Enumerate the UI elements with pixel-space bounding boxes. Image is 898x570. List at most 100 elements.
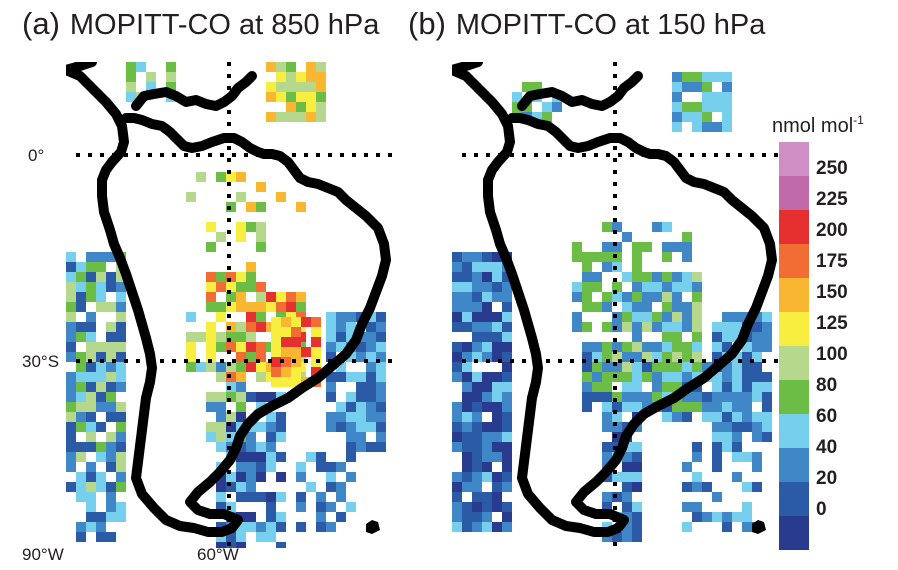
co-data-cell [472, 472, 482, 482]
co-data-cell [106, 252, 116, 262]
co-data-cell [106, 332, 116, 342]
co-data-cell [291, 377, 301, 387]
co-data-cell [602, 372, 612, 382]
co-data-cell [126, 62, 136, 72]
co-data-cell [316, 462, 326, 472]
co-data-cell [712, 372, 722, 382]
co-data-cell [752, 362, 762, 372]
map-panel-b [452, 62, 782, 548]
co-data-cell [472, 352, 482, 362]
co-data-cell [622, 502, 632, 512]
co-data-cell [602, 302, 612, 312]
co-data-cell [256, 462, 266, 472]
co-data-cell [186, 362, 196, 372]
panel-a-title: (a) MOPITT-CO at 850 hPa [22, 6, 379, 42]
co-data-cell [311, 337, 321, 347]
co-data-cell [76, 352, 86, 362]
co-data-cell [326, 372, 336, 382]
co-data-cell [462, 342, 472, 352]
co-data-cell [752, 422, 762, 432]
co-data-cell [346, 412, 356, 422]
co-data-cell [462, 432, 472, 442]
co-data-cell [582, 342, 592, 352]
co-data-cell [66, 322, 76, 332]
co-data-cell [256, 452, 266, 462]
co-data-cell [452, 402, 462, 412]
co-data-cell [336, 322, 346, 332]
co-data-cell [106, 302, 116, 312]
co-data-cell [296, 292, 306, 302]
co-data-cell [672, 92, 682, 102]
co-data-cell [752, 452, 762, 462]
co-data-cell [502, 482, 512, 492]
co-data-cell [326, 472, 336, 482]
co-data-cell [366, 332, 376, 342]
co-data-cell [226, 482, 236, 492]
co-data-cell [366, 412, 376, 422]
co-data-cell [712, 322, 722, 332]
co-data-cell [492, 292, 502, 302]
co-data-cell [662, 222, 672, 232]
co-data-cell [246, 312, 256, 322]
panel-b-letter: (b) [408, 6, 446, 41]
co-data-cell [256, 292, 266, 302]
co-data-cell [472, 512, 482, 522]
co-data-cell [732, 442, 742, 452]
colorbar-swatch [779, 142, 809, 176]
co-data-cell [752, 342, 762, 352]
co-data-cell [346, 322, 356, 332]
co-data-cell [246, 282, 256, 292]
co-data-cell [462, 472, 472, 482]
co-data-cell [722, 82, 732, 92]
co-data-cell [502, 322, 512, 332]
co-data-cell [462, 352, 472, 362]
co-data-cell [366, 422, 376, 432]
colorbar-swatch [779, 176, 809, 210]
co-data-cell [502, 422, 512, 432]
co-data-cell [482, 512, 492, 522]
co-data-cell [472, 392, 482, 402]
co-data-cell [366, 352, 376, 362]
co-data-cell [256, 492, 266, 502]
co-data-cell [612, 392, 622, 402]
co-data-cell [326, 462, 336, 472]
co-data-cell [106, 492, 116, 502]
co-data-cell [76, 492, 86, 502]
co-data-cell [336, 492, 346, 502]
co-data-cell [452, 312, 462, 322]
co-data-cell [66, 372, 76, 382]
co-data-cell [86, 432, 96, 442]
co-data-cell [502, 292, 512, 302]
colorbar [779, 142, 809, 550]
co-data-cell [326, 332, 336, 342]
co-data-cell [632, 532, 642, 542]
co-data-cell [66, 442, 76, 452]
co-data-cell [96, 262, 106, 272]
co-data-cell [216, 422, 226, 432]
co-data-cell [452, 342, 462, 352]
co-data-cell [116, 322, 126, 332]
co-data-cell [66, 462, 76, 472]
co-data-cell [732, 422, 742, 432]
co-data-cell [482, 452, 492, 462]
co-data-cell [286, 302, 296, 312]
co-data-cell [742, 362, 752, 372]
co-data-cell [722, 402, 732, 412]
co-data-cell [752, 332, 762, 342]
co-data-cell [482, 372, 492, 382]
co-data-cell [281, 327, 291, 337]
co-data-cell [582, 282, 592, 292]
co-data-cell [86, 352, 96, 362]
co-data-cell [722, 382, 732, 392]
co-data-cell [281, 367, 291, 377]
co-data-cell [346, 502, 356, 512]
co-data-cell [692, 272, 702, 282]
co-data-cell [542, 102, 552, 112]
co-data-cell [356, 442, 366, 452]
co-data-cell [492, 482, 502, 492]
co-data-cell [732, 312, 742, 322]
co-data-cell [291, 317, 301, 327]
co-data-cell [216, 302, 226, 312]
co-data-cell [256, 362, 266, 372]
co-data-cell [712, 422, 722, 432]
